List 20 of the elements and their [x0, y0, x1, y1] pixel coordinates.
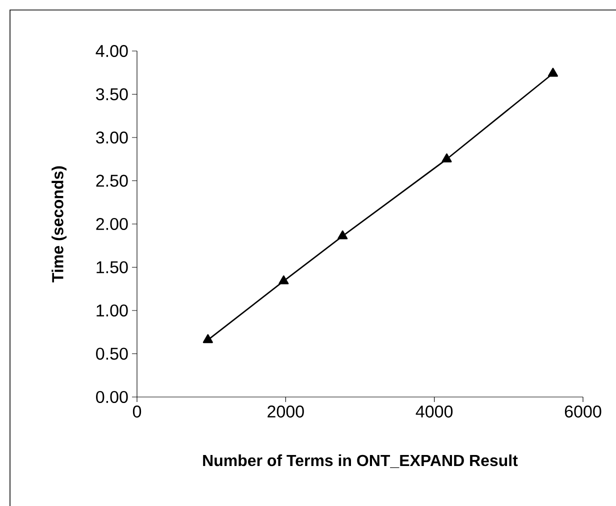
y-axis-title: Time (seconds) [52, 166, 67, 282]
point [278, 275, 289, 284]
point [442, 153, 452, 162]
y-tick-label: 0.00 [96, 390, 128, 404]
y-tick-label: 2.00 [96, 218, 128, 230]
y-tick-label: 1.00 [96, 304, 128, 317]
x-tick-label: 0 [132, 406, 142, 418]
x-axis-title: Number of Terms in ONT_EXPAND Result [203, 454, 518, 468]
y-tick-label: 2.50 [96, 174, 128, 187]
point [338, 230, 348, 240]
x-tick-label: 4000 [416, 406, 453, 418]
x-tick-label: 2000 [268, 406, 304, 418]
y-tick-label: 3.50 [96, 88, 128, 100]
y-tick-label: 3.00 [96, 131, 128, 144]
point [548, 68, 558, 77]
y-tick-label: 1.50 [96, 261, 128, 274]
y-tick-label: 4.00 [96, 44, 128, 58]
x-tick-label: 6000 [564, 406, 602, 418]
y-tick-label: 0.50 [96, 348, 128, 360]
point [202, 334, 213, 344]
